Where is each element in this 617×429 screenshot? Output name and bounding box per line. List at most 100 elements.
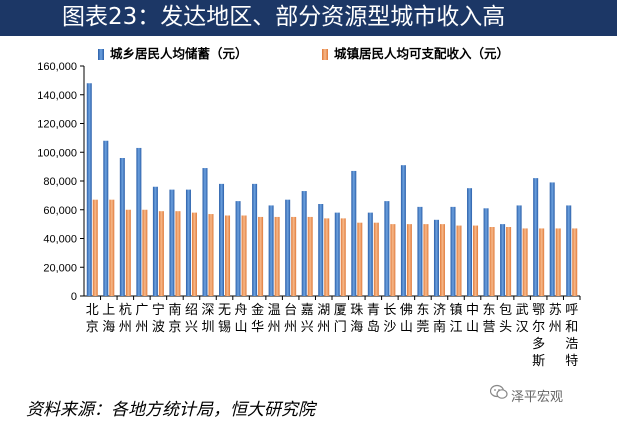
x-tick-label: 厦门 <box>334 303 347 335</box>
bar-savings <box>185 189 191 296</box>
y-tick-label: 120,000 <box>37 119 77 131</box>
bar-income <box>241 215 247 296</box>
bar-chart: 0 20,000 40,000 60,000 80,000 100,000 120,000 1… <box>37 46 581 369</box>
x-tick-label: 包头 <box>499 303 512 335</box>
bar-income <box>274 216 280 296</box>
bar-income <box>307 216 313 296</box>
x-tick-label: 金华 <box>251 302 264 335</box>
legend-swatch <box>98 49 104 60</box>
bar-income <box>324 218 330 296</box>
legend-swatch <box>322 49 328 60</box>
y-tick-label: 20,000 <box>43 262 77 274</box>
bar-savings <box>119 158 125 296</box>
bar-savings <box>334 212 340 296</box>
x-tick-label: 珠海 <box>350 303 363 335</box>
bar-income <box>225 215 231 296</box>
bar-income <box>92 199 98 296</box>
bar-income <box>390 224 396 296</box>
x-tick-label: 中山 <box>466 303 479 335</box>
x-tick-label: 绍兴 <box>185 303 198 335</box>
legend-label: 城乡居民人均储蓄（元） <box>110 46 248 61</box>
x-tick-label: 深圳 <box>201 303 214 335</box>
bar-income <box>125 209 131 296</box>
bar-savings <box>169 189 175 296</box>
bar-savings <box>252 183 258 296</box>
bar-income <box>406 224 412 296</box>
bar-savings <box>483 208 489 296</box>
bar-income <box>340 218 346 296</box>
bar-income <box>423 224 429 296</box>
bar-savings <box>202 168 208 296</box>
bar-income <box>373 222 379 296</box>
bar-savings <box>433 219 439 296</box>
x-tick-label: 杭州 <box>119 303 132 335</box>
x-tick-label: 嘉兴 <box>301 303 314 335</box>
bar-savings <box>86 83 92 296</box>
bar-savings <box>533 178 539 296</box>
bar-income <box>506 227 512 296</box>
x-tick-label: 苏州 <box>549 302 562 335</box>
bar-savings <box>566 205 572 296</box>
bar-income <box>522 228 528 296</box>
legend-label: 城镇居民人均可支配收入（元） <box>334 46 509 61</box>
bar-income <box>142 209 148 296</box>
x-tick-label: 广州 <box>135 303 148 335</box>
bar-income <box>175 211 181 296</box>
bar-income <box>109 199 115 296</box>
bar-income <box>456 225 462 296</box>
x-tick-label: 呼和浩特 <box>565 303 578 369</box>
bar-savings <box>367 212 373 296</box>
bar-income <box>539 228 545 296</box>
x-tick-label: 镇江 <box>449 303 462 335</box>
x-tick-label: 宁波 <box>152 302 165 335</box>
title-bar: 图表23：发达地区、部分资源型城市收入高 <box>0 0 617 36</box>
x-tick-label: 武汉 <box>516 303 529 335</box>
bar-savings <box>318 204 324 296</box>
bar-savings <box>549 182 555 296</box>
x-tick-label: 济南 <box>433 303 446 335</box>
bar-income <box>555 228 561 296</box>
bar-income <box>473 225 479 296</box>
bar-savings <box>136 147 142 296</box>
source-note: 资料来源：各地方统计局，恒大研究院 <box>26 400 315 420</box>
bar-income <box>489 227 495 296</box>
bar-savings <box>152 186 158 296</box>
bar-income <box>572 228 578 296</box>
y-tick-label: 40,000 <box>43 234 77 246</box>
bar-income <box>158 211 164 296</box>
y-tick-label: 160,000 <box>37 61 77 73</box>
x-tick-label: 鄂尔多斯 <box>532 303 545 369</box>
bar-savings <box>450 206 456 296</box>
bar-savings <box>400 165 406 296</box>
bar-savings <box>285 199 291 296</box>
x-tick-label: 湖州 <box>317 303 330 335</box>
x-tick-label: 东莞 <box>416 303 429 335</box>
bar-savings <box>467 188 473 296</box>
bar-savings <box>268 205 274 296</box>
wechat-icon <box>490 384 508 399</box>
bar-income <box>208 214 214 296</box>
bar-income <box>439 224 445 296</box>
watermark: 泽平宏观 <box>511 390 564 405</box>
x-tick-label: 长沙 <box>383 303 396 335</box>
y-tick-label: 0 <box>71 291 77 303</box>
x-tick-label: 北京 <box>86 303 99 335</box>
bar-income <box>291 216 297 296</box>
y-tick-label: 100,000 <box>37 147 77 159</box>
bar-income <box>191 212 197 296</box>
x-tick-label: 南京 <box>168 302 181 335</box>
bar-income <box>357 222 363 296</box>
bar-savings <box>384 201 390 296</box>
bar-savings <box>516 205 522 296</box>
y-tick-label: 60,000 <box>43 205 77 217</box>
bar-savings <box>500 224 506 296</box>
x-tick-label: 舟山 <box>235 303 248 335</box>
x-tick-label: 上海 <box>102 303 115 335</box>
bar-savings <box>219 183 225 296</box>
x-tick-label: 温州 <box>268 303 281 335</box>
y-tick-label: 140,000 <box>37 90 77 102</box>
x-tick-label: 无锡 <box>218 303 231 335</box>
bar-savings <box>235 201 241 296</box>
x-tick-label: 佛山 <box>400 303 413 335</box>
bar-savings <box>301 191 307 296</box>
